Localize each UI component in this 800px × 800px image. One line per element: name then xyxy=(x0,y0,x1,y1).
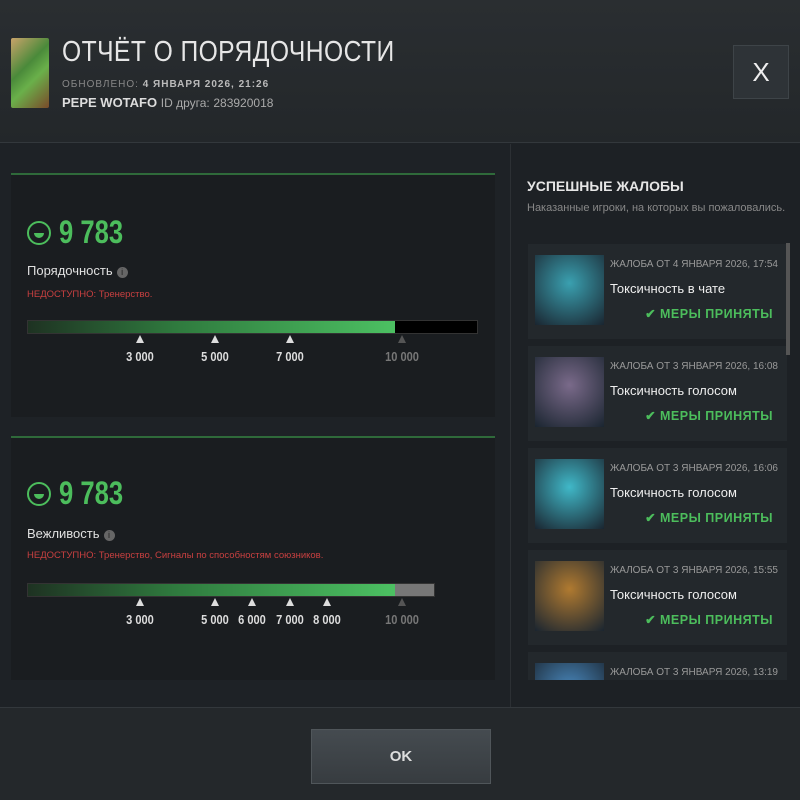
report-reason: Токсичность голосом xyxy=(610,485,737,500)
threshold-label: 3 000 xyxy=(125,612,154,627)
report-status: ✔ МЕРЫ ПРИНЯТЫ xyxy=(645,409,773,423)
report-reason: Токсичность голосом xyxy=(610,587,737,602)
threshold-label: 5 000 xyxy=(200,612,229,627)
updated-value: 4 ЯНВАРЯ 2026, 21:26 xyxy=(142,79,270,90)
unavailable-warning: НЕДОСТУПНО: Тренерство. xyxy=(27,289,152,300)
smiley-icon xyxy=(27,481,51,506)
report-status: ✔ МЕРЫ ПРИНЯТЫ xyxy=(645,511,773,525)
unavailable-warning: НЕДОСТУПНО: Тренерство, Сигналы по спосо… xyxy=(27,550,323,561)
warning-label: НЕДОСТУПНО: xyxy=(27,289,97,300)
threshold-marker xyxy=(285,335,294,343)
threshold-marker xyxy=(135,598,144,606)
threshold-label: 7 000 xyxy=(275,612,304,627)
report-date: ЖАЛОБА ОТ 3 ЯНВАРЯ 2026, 16:08 xyxy=(610,361,778,372)
info-icon[interactable]: i xyxy=(116,267,128,278)
reports-list: ЖАЛОБА ОТ 4 ЯНВАРЯ 2026, 17:54 Токсичнос… xyxy=(528,244,788,680)
smiley-icon xyxy=(27,220,51,245)
score-panel: 9 783 Порядочность i НЕДОСТУПНО: Тренерст… xyxy=(11,173,495,417)
hero-portrait xyxy=(535,561,604,631)
report-card[interactable]: ЖАЛОБА ОТ 3 ЯНВАРЯ 2026, 16:08 Токсичнос… xyxy=(528,346,787,441)
report-date: ЖАЛОБА ОТ 3 ЯНВАРЯ 2026, 13:19 xyxy=(610,667,778,678)
header: ОТЧЁТ О ПОРЯДОЧНОСТИ ОБНОВЛЕНО: 4 ЯНВАРЯ… xyxy=(0,0,800,143)
score-label: Порядочность i xyxy=(27,263,128,278)
score-value: 9 783 xyxy=(59,475,124,511)
score-bar-fill xyxy=(28,584,395,596)
reports-title: УСПЕШНЫЕ ЖАЛОБЫ xyxy=(527,178,684,194)
threshold-label: 6 000 xyxy=(238,612,266,627)
username: PEPE WOTAFO xyxy=(62,95,158,110)
report-card[interactable]: ЖАЛОБА ОТ 4 ЯНВАРЯ 2026, 17:54 Токсичнос… xyxy=(528,244,787,339)
score-bar-fill xyxy=(28,321,395,333)
ok-button[interactable]: OK xyxy=(311,729,491,784)
friend-id: 283920018 xyxy=(213,96,274,110)
report-status: ✔ МЕРЫ ПРИНЯТЫ xyxy=(645,307,773,321)
threshold-marker xyxy=(398,335,406,343)
threshold-label: 10 000 xyxy=(385,349,419,364)
score-label-text: Порядочность xyxy=(27,263,113,278)
threshold-marker xyxy=(398,598,406,606)
updated-timestamp: ОБНОВЛЕНО: 4 ЯНВАРЯ 2026, 21:26 xyxy=(62,79,269,90)
score-label-text: Вежливость xyxy=(27,526,100,541)
report-reason: Токсичность в чате xyxy=(610,281,726,296)
threshold-marker xyxy=(248,598,256,606)
score: 9 783 xyxy=(27,475,139,512)
avatar xyxy=(11,38,49,108)
hero-portrait xyxy=(535,357,604,427)
friend-id-label: ID друга: xyxy=(160,96,210,110)
threshold-marker xyxy=(285,598,294,606)
scrollbar[interactable] xyxy=(786,243,790,355)
threshold-label: 8 000 xyxy=(313,612,341,627)
warning-text: Тренерство. xyxy=(98,289,153,300)
score-bar xyxy=(27,583,435,597)
threshold-marker xyxy=(210,598,219,606)
footer: OK xyxy=(0,707,800,800)
page-title: ОТЧЁТ О ПОРЯДОЧНОСТИ xyxy=(62,36,395,68)
report-card[interactable]: ЖАЛОБА ОТ 3 ЯНВАРЯ 2026, 16:06 Токсичнос… xyxy=(528,448,787,543)
score-value: 9 783 xyxy=(59,214,124,250)
reports-subtitle: Наказанные игроки, на которых вы пожалов… xyxy=(527,202,786,214)
report-card[interactable]: ЖАЛОБА ОТ 3 ЯНВАРЯ 2026, 15:55 Токсичнос… xyxy=(528,550,787,645)
threshold-marker xyxy=(210,335,219,343)
close-button[interactable]: X xyxy=(733,45,789,99)
warning-text: Тренерство, Сигналы по способностям союз… xyxy=(98,550,324,561)
report-card[interactable]: ЖАЛОБА ОТ 3 ЯНВАРЯ 2026, 13:19 xyxy=(528,652,787,680)
threshold-label: 3 000 xyxy=(125,349,154,364)
score-panel: 9 783 Вежливость i НЕДОСТУПНО: Тренерство… xyxy=(11,436,495,680)
reports-panel: УСПЕШНЫЕ ЖАЛОБЫ Наказанные игроки, на ко… xyxy=(510,144,800,707)
threshold-label: 10 000 xyxy=(385,612,419,627)
report-status: ✔ МЕРЫ ПРИНЯТЫ xyxy=(645,613,773,627)
warning-label: НЕДОСТУПНО: xyxy=(27,550,97,561)
user-info: PEPE WOTAFO ID друга: 283920018 xyxy=(62,95,273,110)
report-reason: Токсичность голосом xyxy=(610,383,737,398)
threshold-label: 5 000 xyxy=(200,349,229,364)
hero-portrait xyxy=(535,459,604,529)
threshold-label: 7 000 xyxy=(275,349,304,364)
score-label: Вежливость i xyxy=(27,526,115,541)
report-date: ЖАЛОБА ОТ 4 ЯНВАРЯ 2026, 17:54 xyxy=(610,259,778,270)
threshold-marker xyxy=(135,335,144,343)
report-date: ЖАЛОБА ОТ 3 ЯНВАРЯ 2026, 15:55 xyxy=(610,565,778,576)
hero-portrait xyxy=(535,255,604,325)
updated-label: ОБНОВЛЕНО: xyxy=(62,79,139,90)
threshold-marker xyxy=(323,598,331,606)
hero-portrait xyxy=(535,663,604,680)
score-bar xyxy=(27,320,478,334)
info-icon[interactable]: i xyxy=(103,530,115,541)
report-date: ЖАЛОБА ОТ 3 ЯНВАРЯ 2026, 16:06 xyxy=(610,463,778,474)
score: 9 783 xyxy=(27,214,139,251)
